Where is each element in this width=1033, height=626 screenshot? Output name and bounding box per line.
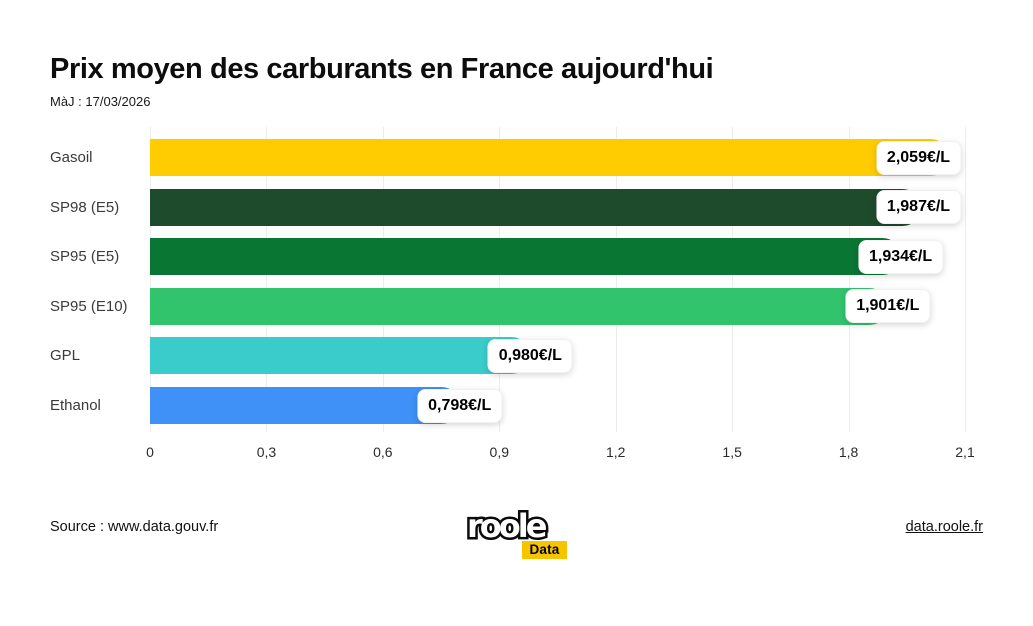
- gridline: [732, 127, 734, 432]
- bar-row: 1,987€/L: [150, 188, 965, 226]
- value-badge: 0,980€/L: [487, 338, 573, 373]
- gridline: [382, 127, 384, 432]
- category-label: GPL: [50, 347, 81, 365]
- roole-logo-wordmark: roole: [465, 505, 552, 548]
- value-badge: 2,059€/L: [875, 140, 962, 175]
- x-axis: 0 0,3 0,6 0,9 1,2 1,5 1,8 2,1: [146, 444, 975, 462]
- x-tick-label: 0,3: [256, 444, 277, 460]
- x-tick-label: 0: [146, 444, 154, 460]
- gridline: [615, 127, 617, 432]
- gridline: [499, 127, 501, 432]
- bar-row: 0,980€/L: [150, 337, 965, 375]
- bar-sp95-e5-: [150, 238, 901, 276]
- logo-data-badge: Data: [522, 541, 567, 559]
- category-label: SP95 (E5): [50, 248, 120, 266]
- x-tick-label: 0,6: [373, 444, 393, 460]
- page-title: Prix moyen des carburants en France aujo…: [50, 53, 714, 85]
- category-label: SP98 (E5): [50, 198, 120, 216]
- x-tick-label: 1,5: [722, 444, 742, 460]
- bar-row: 0,798€/L: [150, 387, 965, 424]
- bar-row: 1,901€/L: [150, 287, 965, 325]
- x-tick-label: 1,8: [838, 444, 859, 460]
- x-tick-label: 2,1: [955, 444, 975, 460]
- value-badge: 0,798€/L: [417, 388, 503, 423]
- last-updated-date: MàJ : 17/03/2026: [50, 94, 151, 109]
- bar-gpl: [150, 337, 531, 375]
- bar-gasoil: [150, 139, 950, 176]
- site-link[interactable]: data.roole.fr: [905, 519, 983, 535]
- bar-ethanol: [150, 387, 460, 424]
- source-text: Source : www.data.gouv.fr: [50, 519, 219, 535]
- gridline: [965, 127, 966, 432]
- x-tick-label: 0,9: [489, 444, 510, 460]
- gridline: [266, 127, 268, 432]
- roole-data-logo: roole Data: [465, 503, 569, 559]
- roole-logo-text: roole: [467, 507, 547, 545]
- bar-sp95-e10-: [150, 287, 888, 325]
- gridline: [150, 127, 151, 432]
- value-badge: 1,901€/L: [845, 289, 931, 324]
- category-label: SP95 (E10): [50, 297, 128, 315]
- bar-row: 2,059€/L: [150, 139, 965, 176]
- bar-sp98-e5-: [150, 188, 922, 226]
- bar-row: 1,934€/L: [150, 238, 965, 276]
- chart-plot-area: 2,059€/L 1,987€/L 1,934€/L 1,901€/L 0,980€/L…: [150, 127, 966, 432]
- category-label: Ethanol: [50, 397, 101, 414]
- gridline: [848, 127, 850, 432]
- category-label: Gasoil: [50, 149, 93, 166]
- value-badge: 1,987€/L: [875, 190, 962, 225]
- x-tick-label: 1,2: [605, 444, 626, 460]
- value-badge: 1,934€/L: [857, 239, 944, 274]
